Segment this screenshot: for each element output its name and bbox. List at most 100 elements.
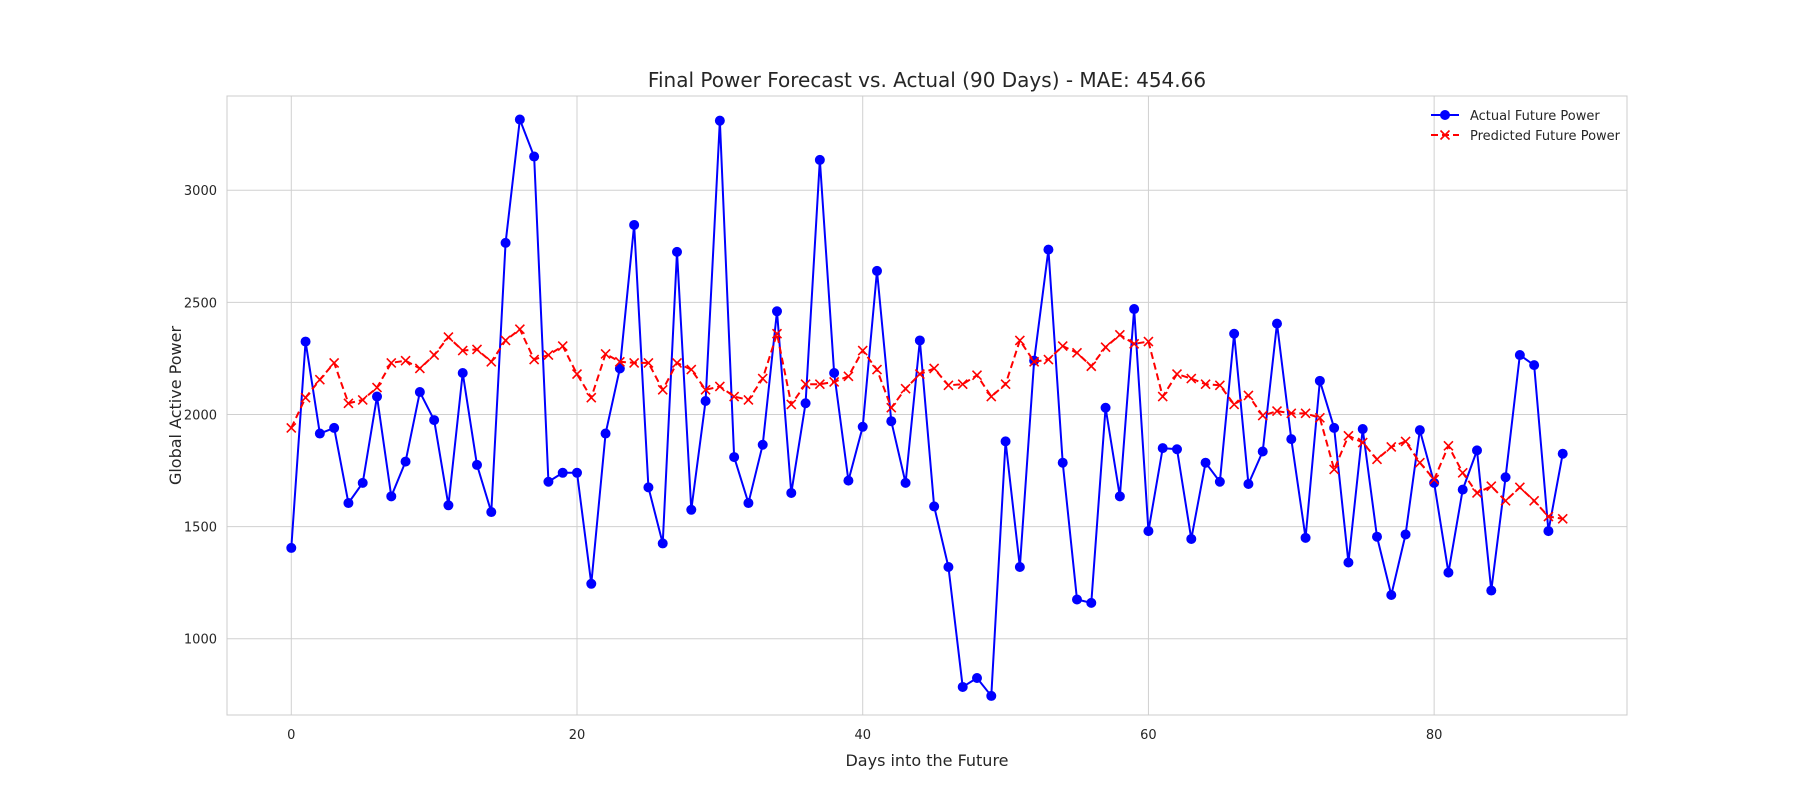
data-point-marker [557, 467, 568, 478]
data-point-marker [957, 681, 968, 692]
y-tick-label: 1000 [184, 633, 217, 648]
data-point-marker [472, 459, 482, 470]
data-point-marker [1414, 425, 1425, 436]
data-point-marker [357, 394, 368, 405]
data-point-marker [1372, 531, 1382, 542]
data-point-marker [857, 421, 868, 432]
data-point-marker [1214, 476, 1225, 487]
data-point-marker [1486, 585, 1497, 596]
data-point-marker [729, 452, 740, 463]
data-point-marker [1386, 441, 1397, 453]
data-point-marker [643, 482, 654, 493]
data-point-marker [629, 219, 640, 230]
data-point-marker [900, 383, 911, 394]
y-tick-label: 3000 [184, 184, 217, 199]
data-point-marker [1514, 482, 1525, 493]
data-point-marker [1543, 526, 1554, 537]
data-point-marker [1300, 408, 1311, 419]
data-point-marker [400, 355, 411, 366]
data-point-marker [1557, 448, 1568, 459]
data-point-marker [1229, 399, 1240, 410]
data-point-marker [543, 349, 554, 361]
data-point-marker [1157, 443, 1168, 454]
data-point-marker [872, 265, 882, 276]
data-point-marker [757, 373, 768, 384]
data-point-marker [614, 356, 625, 367]
data-point-marker [486, 356, 497, 367]
data-point-marker [1043, 354, 1054, 365]
chart-title: Final Power Forecast vs. Actual (90 Days… [648, 68, 1206, 92]
axis-ticks: 0 20 40 60 80 1000 1500 2000 2500 3000 [184, 184, 1443, 743]
data-point-marker [986, 690, 997, 701]
data-point-marker [572, 467, 582, 478]
data-point-marker [1129, 338, 1140, 349]
data-point-marker [1000, 436, 1011, 447]
legend-label: Predicted Future Power [1470, 129, 1621, 144]
data-point-marker [1129, 304, 1140, 315]
data-point-marker [1440, 110, 1450, 120]
y-tick-label: 2500 [184, 296, 217, 311]
data-point-marker [700, 396, 711, 407]
y-tick-label: 1500 [184, 521, 217, 536]
data-point-marker [614, 363, 625, 374]
data-point-marker [672, 246, 682, 257]
data-point-marker [743, 498, 754, 509]
data-point-marker [1200, 457, 1211, 468]
legend-label: Actual Future Power [1470, 109, 1600, 124]
series-line [290, 328, 1563, 520]
data-point-marker [286, 422, 297, 433]
data-point-marker [1500, 495, 1511, 506]
data-point-marker [743, 394, 754, 405]
data-point-marker [929, 501, 940, 512]
data-point-marker [457, 367, 468, 378]
data-point-marker [1371, 454, 1383, 465]
legend-item: Actual Future Power [1431, 109, 1600, 124]
data-point-marker [1472, 445, 1482, 456]
data-point-marker [714, 115, 725, 126]
y-axis-title: Global Active Power [166, 326, 185, 486]
data-point-marker [686, 364, 697, 375]
data-point-marker [1329, 422, 1340, 433]
data-point-marker [972, 672, 982, 683]
data-point-marker [1286, 434, 1297, 445]
data-point-marker [400, 456, 411, 467]
data-point-marker [943, 380, 954, 391]
data-point-marker [843, 475, 854, 486]
data-point-marker [386, 357, 397, 368]
x-tick-label: 80 [1426, 728, 1443, 743]
data-point-marker [714, 381, 725, 392]
data-point-marker [772, 306, 782, 317]
data-point-marker [529, 354, 540, 365]
data-point-marker [629, 357, 640, 368]
data-point-marker [1243, 478, 1254, 489]
data-point-marker [314, 428, 325, 439]
x-tick-label: 0 [287, 728, 295, 743]
data-point-marker [1439, 129, 1451, 141]
data-point-marker [586, 392, 597, 403]
plot-area-frame [226, 95, 1628, 716]
data-point-marker [1157, 391, 1168, 402]
y-tick-label: 2000 [184, 408, 217, 423]
x-axis-title: Days into the Future [845, 751, 1008, 770]
data-point-marker [429, 415, 440, 426]
data-point-marker [1314, 375, 1325, 386]
data-point-marker [1443, 567, 1454, 578]
x-tick-label: 60 [1140, 728, 1157, 743]
data-point-marker [429, 349, 440, 361]
data-point-marker [1100, 342, 1111, 353]
data-point-marker [1343, 430, 1354, 441]
data-point-marker [1557, 513, 1568, 524]
data-point-marker [800, 398, 811, 409]
data-point-marker [1414, 457, 1425, 468]
data-point-marker [1543, 511, 1554, 522]
data-point-marker [571, 369, 583, 380]
data-point-marker [443, 500, 454, 511]
data-point-marker [1014, 561, 1025, 572]
data-point-marker [729, 391, 740, 402]
series-line [290, 118, 1564, 697]
data-point-marker [329, 422, 340, 433]
data-point-marker [843, 371, 854, 382]
data-point-marker [1443, 440, 1454, 451]
